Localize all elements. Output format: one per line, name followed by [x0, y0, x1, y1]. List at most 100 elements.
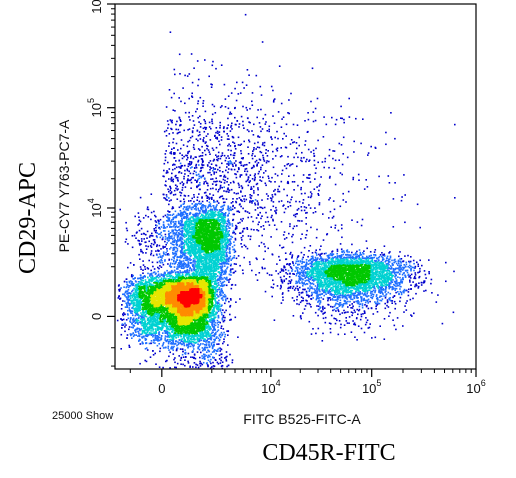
event-point: [277, 137, 279, 140]
event-point: [342, 250, 345, 252]
event-point: [230, 238, 232, 240]
event-point: [222, 219, 224, 221]
event-point: [160, 274, 163, 277]
event-point: [229, 206, 232, 208]
event-point: [140, 316, 143, 318]
event-point: [213, 327, 216, 330]
event-point: [428, 271, 430, 273]
event-point: [155, 226, 157, 229]
event-point: [316, 186, 318, 188]
event-point: [237, 210, 240, 212]
event-point: [400, 268, 403, 270]
event-point: [253, 147, 255, 149]
event-point: [175, 366, 177, 369]
event-point: [185, 235, 187, 237]
event-point: [391, 262, 394, 265]
event-point: [127, 317, 130, 320]
event-point: [387, 269, 389, 272]
event-point: [178, 226, 180, 228]
event-point: [130, 292, 132, 295]
event-point: [170, 347, 172, 350]
event-point: [356, 253, 358, 256]
event-point: [398, 273, 401, 275]
event-point: [203, 338, 206, 340]
event-point: [282, 246, 285, 249]
event-point: [249, 196, 252, 199]
event-point: [300, 157, 303, 159]
event-point: [344, 333, 346, 335]
event-point: [388, 270, 390, 272]
event-point: [175, 142, 178, 145]
event-point: [186, 179, 189, 182]
event-point: [358, 249, 361, 251]
event-point: [233, 157, 235, 159]
event-point: [220, 271, 222, 274]
event-point: [180, 100, 182, 103]
event-point: [185, 241, 187, 243]
event-point: [336, 297, 339, 299]
event-point: [183, 244, 186, 246]
event-point: [169, 248, 171, 250]
event-point: [196, 108, 198, 110]
event-point: [402, 325, 404, 327]
event-point: [156, 261, 159, 264]
event-point: [393, 261, 396, 263]
event-point: [170, 187, 172, 190]
event-point: [355, 257, 358, 259]
event-point: [220, 274, 223, 276]
event-point: [152, 341, 155, 344]
event-point: [140, 227, 143, 230]
event-point: [391, 281, 394, 283]
event-point: [311, 261, 314, 263]
event-point: [204, 209, 206, 212]
event-point: [227, 135, 230, 137]
event-point: [219, 272, 221, 274]
event-point: [338, 296, 341, 299]
event-point: [145, 214, 147, 217]
event-point: [226, 166, 228, 168]
event-point: [300, 209, 303, 212]
event-point: [166, 242, 168, 244]
event-point: [330, 314, 333, 317]
event-point: [185, 265, 187, 268]
event-point: [201, 205, 203, 207]
event-point: [222, 213, 225, 215]
event-point: [359, 291, 361, 293]
event-point: [197, 213, 200, 215]
event-point: [249, 121, 251, 124]
event-point: [222, 256, 225, 259]
event-point: [213, 173, 215, 175]
event-point: [175, 225, 178, 227]
event-point: [350, 296, 352, 298]
event-point: [166, 253, 169, 256]
event-point: [181, 250, 183, 253]
event-point: [126, 290, 129, 293]
event-point: [301, 160, 303, 163]
event-point: [350, 331, 353, 333]
event-point: [181, 338, 183, 340]
event-point: [204, 347, 206, 350]
event-point: [229, 251, 231, 253]
event-point: [242, 157, 244, 160]
event-point: [167, 210, 169, 212]
event-point: [375, 295, 378, 298]
event-point: [169, 351, 171, 354]
event-point: [140, 268, 142, 270]
event-point: [417, 271, 419, 274]
event-point: [155, 235, 158, 237]
event-point: [227, 207, 229, 209]
event-point: [295, 260, 298, 263]
event-point: [252, 150, 254, 152]
event-point: [227, 164, 230, 166]
event-point: [188, 345, 190, 348]
event-point: [300, 206, 303, 208]
event-point: [193, 144, 195, 146]
event-point: [395, 267, 397, 270]
event-point: [159, 275, 161, 278]
event-point: [164, 233, 167, 236]
event-point: [306, 263, 308, 265]
event-point: [225, 222, 228, 225]
event-point: [138, 335, 141, 338]
event-point: [239, 264, 241, 267]
event-point: [168, 203, 170, 206]
